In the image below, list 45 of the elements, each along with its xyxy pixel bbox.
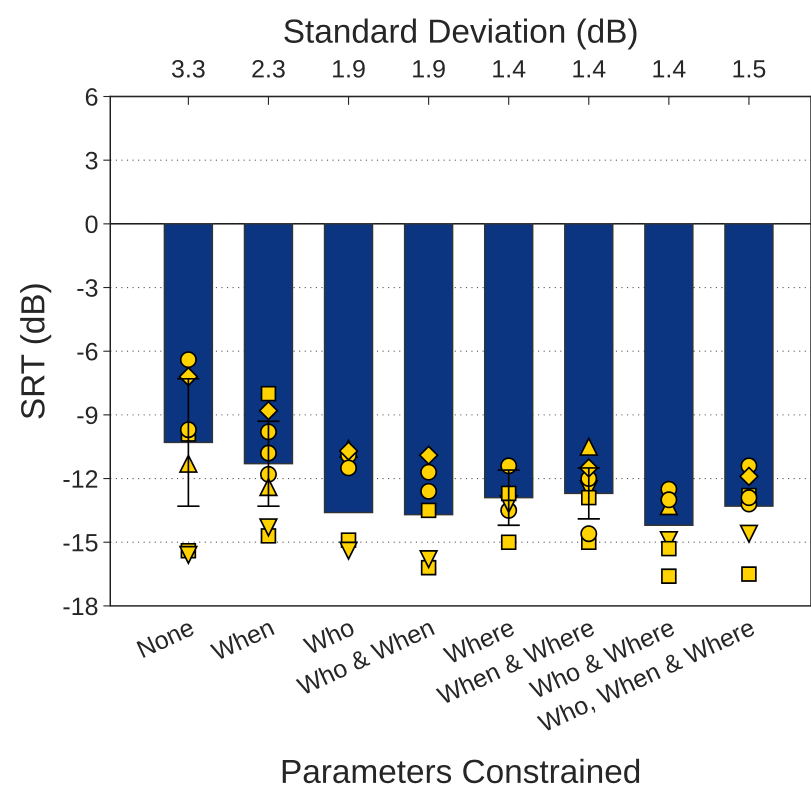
- point: [661, 568, 677, 584]
- y-tick-label: 0: [86, 215, 98, 234]
- point: [580, 438, 598, 456]
- annotation: 1.4: [573, 60, 606, 78]
- point: [739, 466, 759, 486]
- y-tick-label: -18: [63, 598, 98, 616]
- annotation: 3.3: [172, 60, 205, 78]
- point: [500, 534, 516, 550]
- point: [340, 459, 358, 476]
- x-tick-label: None: [136, 618, 196, 658]
- annotation: 1.9: [413, 60, 445, 78]
- y-tick-label: -9: [77, 406, 98, 424]
- y-tick-label: -6: [77, 342, 98, 361]
- x-tick-label: When: [209, 618, 275, 662]
- annotation: 1.5: [733, 60, 766, 78]
- x2-axis-title: Standard Deviation (dB): [284, 18, 636, 50]
- point: [338, 441, 358, 461]
- x-axis-title: Parameters Constrained: [282, 758, 640, 784]
- point: [741, 566, 757, 582]
- annotation: 1.9: [333, 60, 365, 78]
- point: [660, 491, 678, 508]
- y-tick-label: -3: [77, 279, 98, 297]
- point: [258, 400, 278, 420]
- point: [419, 550, 438, 568]
- y-tick-label: 3: [86, 152, 98, 170]
- point: [180, 351, 197, 368]
- point: [420, 464, 438, 481]
- y-axis-title: SRT (dB): [20, 284, 52, 419]
- annotation: 1.4: [493, 60, 526, 78]
- point: [740, 524, 758, 543]
- point: [339, 542, 358, 560]
- point: [580, 525, 598, 542]
- point: [661, 540, 677, 556]
- annotation: 1.4: [653, 60, 686, 78]
- point: [418, 446, 438, 465]
- y-tick-label: 6: [86, 88, 98, 106]
- y-tick-label: -12: [63, 470, 98, 488]
- point: [420, 482, 438, 500]
- point: [260, 386, 276, 402]
- y-tick-label: -15: [63, 534, 98, 552]
- point: [740, 489, 758, 506]
- point: [420, 502, 436, 518]
- annotation: 2.3: [252, 60, 285, 78]
- point: [179, 546, 198, 564]
- point: [259, 518, 278, 537]
